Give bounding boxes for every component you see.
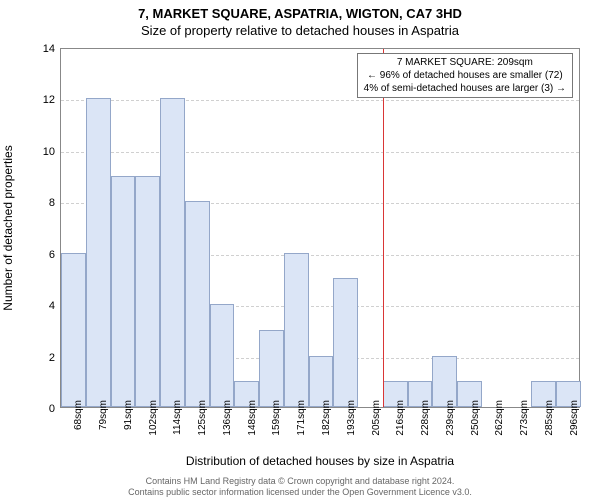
histogram-bar [86, 98, 111, 407]
histogram-bar [135, 176, 160, 407]
x-tick-label: 262sqm [494, 400, 505, 436]
x-tick-label: 285sqm [544, 400, 555, 436]
x-tick-label: 239sqm [445, 400, 456, 436]
histogram-bar [333, 278, 358, 407]
y-tick-label: 12 [43, 94, 61, 106]
y-tick-label: 10 [43, 146, 61, 158]
gridline [61, 152, 579, 153]
x-tick-label: 68sqm [73, 400, 84, 430]
footer-line-1: Contains HM Land Registry data © Crown c… [0, 476, 600, 487]
x-tick-label: 102sqm [148, 400, 159, 436]
histogram-bar [259, 330, 284, 407]
histogram-bar [111, 176, 136, 407]
reference-line [383, 49, 384, 407]
chart-page: 7, MARKET SQUARE, ASPATRIA, WIGTON, CA7 … [0, 0, 600, 500]
x-axis-label: Distribution of detached houses by size … [60, 454, 580, 468]
histogram-bar [160, 98, 185, 407]
footer-attribution: Contains HM Land Registry data © Crown c… [0, 476, 600, 498]
y-tick-label: 2 [49, 352, 61, 364]
x-tick-label: 273sqm [519, 400, 530, 436]
y-tick-label: 14 [43, 43, 61, 55]
histogram-bar [210, 304, 235, 407]
x-tick-label: 250sqm [470, 400, 481, 436]
annotation-line: 4% of semi-detached houses are larger (3… [364, 82, 566, 95]
x-tick-label: 193sqm [346, 400, 357, 436]
x-tick-label: 171sqm [296, 400, 307, 436]
x-tick-label: 182sqm [321, 400, 332, 436]
y-tick-label: 8 [49, 197, 61, 209]
annotation-box: 7 MARKET SQUARE: 209sqm← 96% of detached… [357, 53, 573, 98]
plot-area: 0246810121468sqm79sqm91sqm102sqm114sqm12… [60, 48, 580, 408]
gridline [61, 100, 579, 101]
x-tick-label: 136sqm [222, 400, 233, 436]
annotation-line: ← 96% of detached houses are smaller (72… [364, 69, 566, 82]
chart-title-sub: Size of property relative to detached ho… [0, 21, 600, 38]
x-tick-label: 114sqm [172, 400, 183, 435]
x-tick-label: 91sqm [123, 400, 134, 430]
y-tick-label: 6 [49, 249, 61, 261]
x-tick-label: 205sqm [371, 400, 382, 436]
annotation-line: 7 MARKET SQUARE: 209sqm [364, 56, 566, 69]
x-tick-label: 148sqm [247, 400, 258, 436]
footer-line-2: Contains public sector information licen… [0, 487, 600, 498]
x-tick-label: 159sqm [271, 400, 282, 436]
y-tick-label: 0 [49, 403, 61, 415]
histogram-bar [61, 253, 86, 407]
chart-title-main: 7, MARKET SQUARE, ASPATRIA, WIGTON, CA7 … [0, 0, 600, 21]
y-tick-label: 4 [49, 300, 61, 312]
y-axis-label: Number of detached properties [1, 145, 15, 310]
x-tick-label: 296sqm [569, 400, 580, 436]
x-tick-label: 79sqm [98, 400, 109, 430]
histogram-bar [284, 253, 309, 407]
x-tick-label: 216sqm [395, 400, 406, 436]
x-tick-label: 228sqm [420, 400, 431, 436]
x-tick-label: 125sqm [197, 400, 208, 436]
histogram-bar [185, 201, 210, 407]
